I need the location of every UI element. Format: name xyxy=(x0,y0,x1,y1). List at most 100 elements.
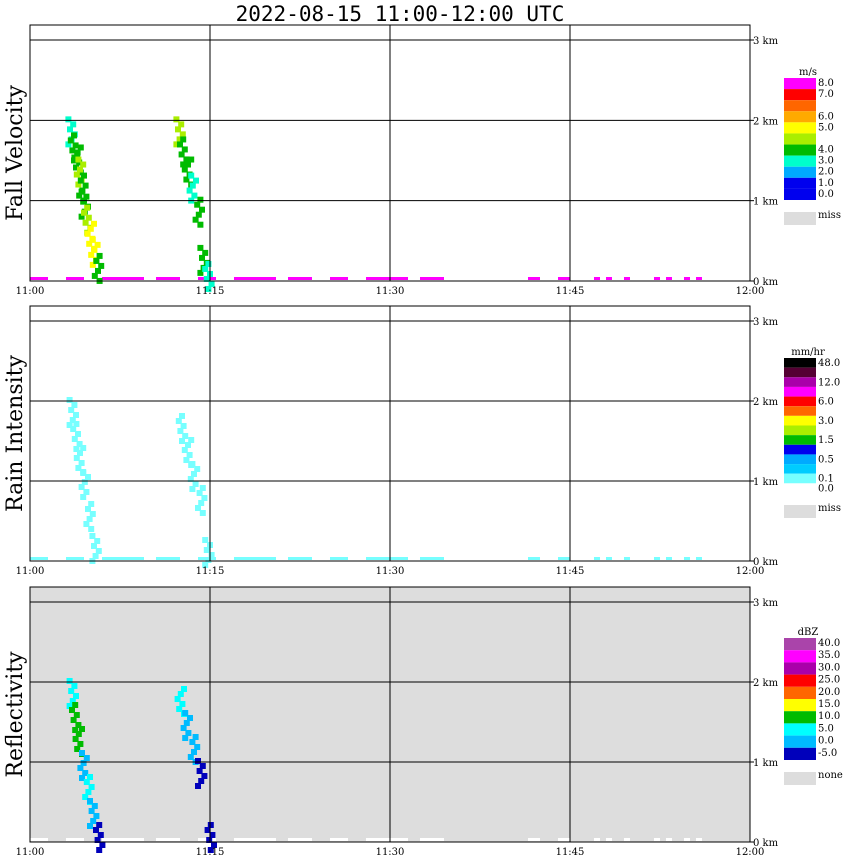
surface-cell xyxy=(138,557,144,560)
data-cell xyxy=(67,137,74,144)
legend-swatch xyxy=(784,406,816,416)
surface-cell xyxy=(438,557,444,560)
surface-cell xyxy=(36,557,42,560)
surface-cell xyxy=(558,838,564,841)
data-cell xyxy=(70,717,77,723)
data-cell xyxy=(88,808,95,814)
panel-1: 0 km 1 km 2 km 3 km 11:00 11:15 11:30 11:45 12:0… xyxy=(3,305,841,577)
legend-label: 0.5 xyxy=(818,454,834,465)
surface-cell xyxy=(114,838,120,841)
surface-cell xyxy=(384,838,390,841)
surface-cell xyxy=(534,277,540,280)
legend-swatch xyxy=(784,464,816,474)
surface-cell xyxy=(342,838,348,841)
data-cell xyxy=(87,823,93,829)
data-cell xyxy=(77,166,83,173)
data-cell xyxy=(85,789,92,795)
surface-cell xyxy=(246,838,252,841)
data-cell xyxy=(95,548,102,554)
legend-swatch xyxy=(784,133,816,145)
surface-cell xyxy=(366,277,372,280)
data-cell xyxy=(180,725,187,731)
data-cell xyxy=(72,142,79,149)
surface-cell xyxy=(438,838,444,841)
surface-cell xyxy=(342,557,348,560)
surface-cell xyxy=(174,557,180,560)
legend-label: 1.5 xyxy=(818,435,834,446)
legend-label: 6.0 xyxy=(818,111,834,122)
data-cell xyxy=(180,423,187,429)
surface-cell xyxy=(684,277,690,280)
legend-swatch xyxy=(784,735,816,748)
data-cell xyxy=(178,151,185,158)
data-cell xyxy=(94,837,101,843)
surface-cell xyxy=(126,277,132,280)
legend-miss-swatch xyxy=(784,772,816,785)
data-cell xyxy=(192,216,199,223)
surface-cell xyxy=(138,838,144,841)
data-cell xyxy=(81,209,87,216)
legend-label: 12.0 xyxy=(818,377,840,388)
surface-cell xyxy=(606,557,612,560)
surface-cell xyxy=(264,838,270,841)
legend-miss-label: miss xyxy=(818,210,841,221)
data-cell xyxy=(205,285,212,292)
data-cell xyxy=(71,132,77,139)
data-cell xyxy=(186,187,193,194)
surface-cell xyxy=(102,277,108,280)
data-cell xyxy=(93,257,100,264)
data-cell xyxy=(94,538,101,544)
surface-cell xyxy=(168,838,174,841)
data-cell xyxy=(175,418,182,424)
data-cell xyxy=(207,822,214,828)
x-tick-label: 11:45 xyxy=(556,847,585,858)
data-cell xyxy=(73,712,80,718)
surface-cell xyxy=(72,557,78,560)
surface-cell xyxy=(288,838,294,841)
data-cell xyxy=(96,822,103,828)
surface-cell xyxy=(132,557,138,560)
surface-cell xyxy=(78,277,84,280)
legend-label: 0.0 xyxy=(818,483,834,494)
data-cell xyxy=(82,770,89,776)
data-cell xyxy=(177,691,184,697)
surface-cell xyxy=(378,557,384,560)
data-cell xyxy=(80,494,87,500)
surface-cell xyxy=(420,277,426,280)
plot-frame xyxy=(29,305,751,562)
surface-cell xyxy=(654,838,660,841)
data-cell xyxy=(69,698,76,704)
data-cell xyxy=(196,768,203,774)
legend: m/s8.07.0 6.05.0 4.03.02.01.00.0 miss xyxy=(784,67,841,225)
surface-cell xyxy=(624,277,630,280)
data-cell xyxy=(87,774,93,780)
data-cell xyxy=(71,683,78,689)
data-cell xyxy=(181,166,188,173)
y-tick-label: 0 km xyxy=(753,277,779,288)
data-cell xyxy=(71,402,78,408)
legend-swatch xyxy=(784,111,816,123)
grid-lines xyxy=(30,587,750,842)
data-cell xyxy=(89,236,96,243)
data-cell xyxy=(73,412,79,418)
surface-cell xyxy=(402,277,408,280)
surface-cell xyxy=(384,277,390,280)
surface-cell xyxy=(402,838,408,841)
surface-cell xyxy=(300,838,306,841)
surface-cell xyxy=(102,838,108,841)
data-cell xyxy=(202,562,209,568)
data-cell xyxy=(82,219,89,226)
surface-cell xyxy=(426,277,432,280)
data-cell xyxy=(183,457,190,463)
legend-label: -5.0 xyxy=(818,748,837,759)
data-cell xyxy=(69,417,76,423)
surface-cell xyxy=(666,277,672,280)
surface-cell xyxy=(432,557,438,560)
x-tick-label: 11:15 xyxy=(196,286,225,297)
surface-cell xyxy=(330,838,336,841)
data-cell xyxy=(189,486,196,492)
data-cell xyxy=(75,181,82,188)
panel-2: 0 km 1 km 2 km 3 km 11:00 11:15 11:30 11:45 12:0… xyxy=(3,586,843,858)
surface-cell xyxy=(30,557,36,560)
